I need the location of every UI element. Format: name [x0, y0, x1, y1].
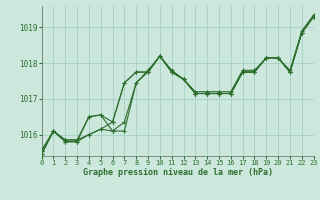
X-axis label: Graphe pression niveau de la mer (hPa): Graphe pression niveau de la mer (hPa) — [83, 168, 273, 177]
